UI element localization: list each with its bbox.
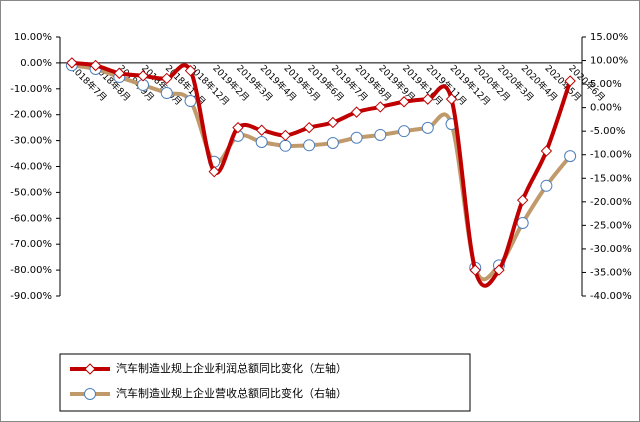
point (208, 165, 220, 178)
point (422, 93, 434, 105)
point (374, 101, 387, 113)
y2-tick-label: -15.00% (590, 173, 632, 184)
point (161, 72, 173, 85)
point (279, 139, 292, 152)
point (445, 93, 458, 105)
point (184, 64, 197, 77)
y2-tick-label: 5.00% (590, 79, 622, 90)
point (89, 59, 102, 72)
point (398, 96, 410, 108)
point (303, 121, 315, 134)
legend-marker (84, 363, 96, 375)
y2-tick-label: -5.00% (590, 126, 625, 137)
y2-tick-label: -35.00% (590, 267, 632, 278)
point (279, 129, 292, 142)
point (350, 131, 363, 144)
point (66, 57, 78, 69)
point (564, 150, 577, 163)
point (421, 121, 434, 134)
y-tick-label: -70.00% (10, 239, 52, 250)
point (232, 121, 244, 134)
point (398, 125, 411, 138)
y-tick-label: -60.00% (10, 213, 52, 224)
y2-tick-label: -40.00% (590, 291, 632, 302)
y2-tick-label: -30.00% (590, 244, 632, 255)
point (493, 264, 505, 276)
point (516, 217, 529, 230)
y2-tick-label: -20.00% (590, 197, 632, 208)
y-tick-label: -10.00% (10, 84, 52, 95)
legend-label: 汽车制造业规上企业营收总额同比变化（右轴） (116, 386, 347, 400)
point (374, 128, 387, 141)
y-tick-label: -50.00% (10, 187, 52, 198)
y-tick-label: 10.00% (14, 32, 52, 43)
point (469, 264, 481, 276)
point (113, 67, 126, 79)
point (255, 136, 268, 149)
point (326, 136, 339, 149)
point (303, 139, 316, 152)
point (327, 116, 339, 129)
y-tick-label: -40.00% (10, 162, 52, 173)
y2-tick-label: 15.00% (590, 32, 628, 43)
y-tick-label: -20.00% (10, 110, 52, 121)
point (160, 87, 173, 100)
point (516, 194, 529, 206)
y-tick-label: 0.00% (20, 58, 52, 69)
legend-marker (84, 388, 96, 400)
point (564, 75, 576, 87)
y2-tick-label: -25.00% (590, 220, 632, 231)
y2-tick-label: 0.00% (590, 103, 622, 114)
y-tick-label: -90.00% (10, 291, 52, 302)
point (184, 95, 197, 108)
y2-tick-label: 10.00% (590, 56, 628, 67)
legend-box (59, 353, 471, 412)
y-tick-label: -30.00% (10, 136, 52, 147)
point (137, 70, 149, 82)
point (255, 124, 268, 136)
y-tick-label: -80.00% (10, 265, 52, 276)
legend-label: 汽车制造业规上企业利润总额同比变化（左轴） (116, 361, 347, 375)
point (350, 106, 363, 118)
point (540, 179, 553, 192)
y2-tick-label: -10.00% (590, 150, 632, 161)
point (540, 145, 553, 157)
